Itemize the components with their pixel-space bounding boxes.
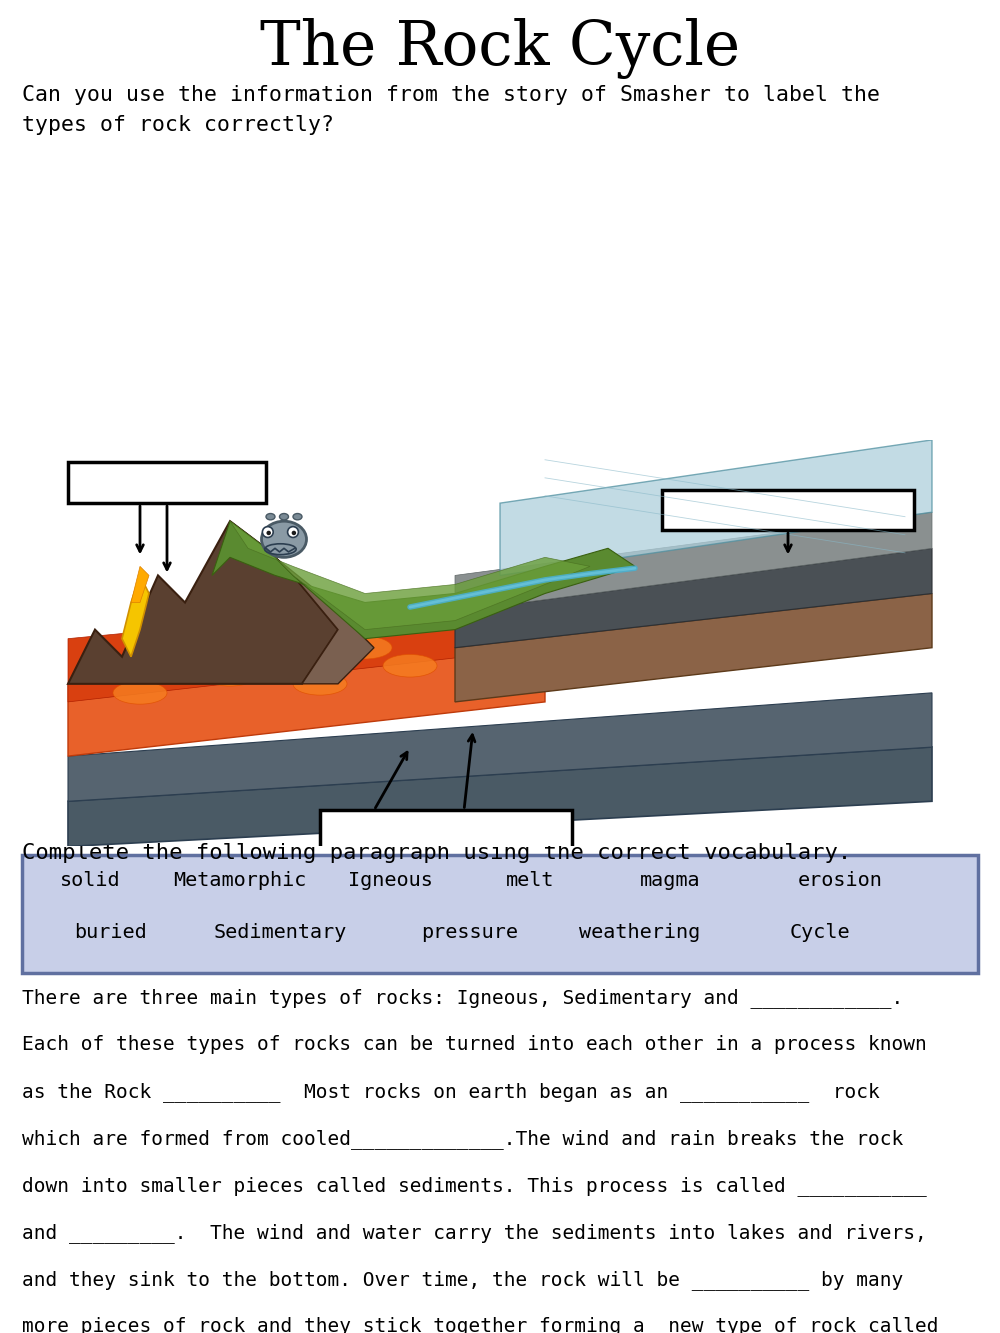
Text: The Rock Cycle: The Rock Cycle [260, 19, 740, 79]
Text: melt: melt [506, 870, 554, 890]
Text: weathering: weathering [579, 922, 701, 942]
Polygon shape [230, 521, 590, 629]
Text: buried: buried [74, 922, 146, 942]
Text: more pieces of rock and they stick together forming a  new type of rock called: more pieces of rock and they stick toget… [22, 1317, 938, 1333]
Text: down into smaller pieces called sediments. This process is called ___________: down into smaller pieces called sediment… [22, 1176, 927, 1196]
Text: Igneous: Igneous [348, 870, 432, 890]
Text: Cycle: Cycle [790, 922, 850, 942]
Ellipse shape [293, 513, 302, 520]
Polygon shape [455, 512, 932, 612]
Ellipse shape [158, 636, 212, 659]
Ellipse shape [266, 531, 271, 536]
Polygon shape [122, 576, 149, 657]
Polygon shape [131, 567, 149, 603]
Text: solid: solid [60, 870, 120, 890]
Text: erosion: erosion [798, 870, 882, 890]
Ellipse shape [292, 531, 296, 536]
Text: Metamorphic: Metamorphic [173, 870, 307, 890]
Text: magma: magma [640, 870, 700, 890]
Text: and _________.  The wind and water carry the sediments into lakes and rivers,: and _________. The wind and water carry … [22, 1222, 927, 1242]
Polygon shape [68, 521, 338, 684]
FancyBboxPatch shape [662, 489, 914, 531]
Text: Complete the following paragraph using the correct vocabulary.: Complete the following paragraph using t… [22, 842, 851, 862]
FancyBboxPatch shape [320, 810, 572, 856]
Text: as the Rock __________  Most rocks on earth began as an ___________  rock: as the Rock __________ Most rocks on ear… [22, 1082, 880, 1102]
Ellipse shape [288, 527, 298, 537]
Polygon shape [500, 440, 932, 576]
Polygon shape [68, 693, 932, 801]
Ellipse shape [338, 636, 392, 659]
FancyBboxPatch shape [68, 463, 266, 503]
Ellipse shape [262, 521, 307, 557]
Text: pressure: pressure [422, 922, 518, 942]
Text: There are three main types of rocks: Igneous, Sedimentary and ____________.: There are three main types of rocks: Ign… [22, 988, 903, 1008]
Polygon shape [230, 521, 374, 684]
Ellipse shape [203, 664, 257, 686]
Ellipse shape [280, 513, 289, 520]
Text: and they sink to the bottom. Over time, the rock will be __________ by many: and they sink to the bottom. Over time, … [22, 1270, 903, 1290]
Text: Sedimentary: Sedimentary [213, 922, 347, 942]
Polygon shape [68, 621, 545, 756]
Ellipse shape [293, 673, 347, 694]
Ellipse shape [266, 513, 275, 520]
FancyBboxPatch shape [22, 854, 978, 973]
Ellipse shape [113, 681, 167, 704]
Ellipse shape [383, 655, 437, 677]
Polygon shape [68, 593, 545, 702]
Polygon shape [212, 521, 635, 639]
Ellipse shape [248, 628, 302, 651]
Ellipse shape [262, 527, 273, 537]
Polygon shape [68, 746, 932, 846]
Text: which are formed from cooled_____________.The wind and rain breaks the rock: which are formed from cooled____________… [22, 1129, 903, 1149]
Text: Can you use the information from the story of Smasher to label the
types of rock: Can you use the information from the sto… [22, 85, 880, 135]
Polygon shape [455, 593, 932, 702]
Text: Each of these types of rocks can be turned into each other in a process known: Each of these types of rocks can be turn… [22, 1034, 927, 1054]
Polygon shape [455, 548, 932, 648]
